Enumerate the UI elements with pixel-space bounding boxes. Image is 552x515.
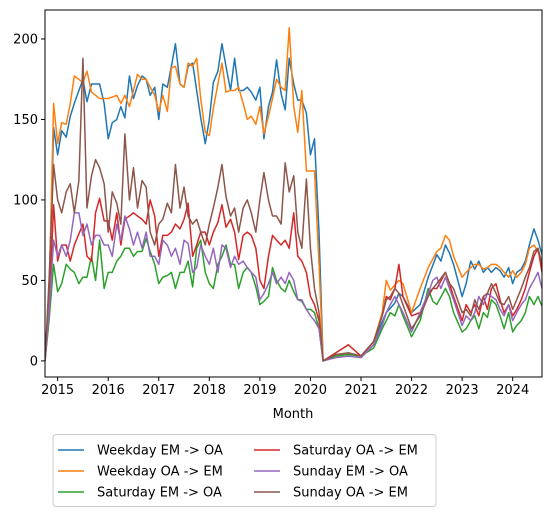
legend-label-5: Sunday EM -> OA xyxy=(293,465,408,480)
legend-label-3: Saturday EM -> OA xyxy=(97,486,222,501)
y-tick-label: 50 xyxy=(21,274,38,289)
y-tick-label: 150 xyxy=(13,113,38,128)
x-tick-label: 2016 xyxy=(92,383,125,398)
series-line-3 xyxy=(45,237,542,362)
x-tick-label: 2015 xyxy=(41,383,74,398)
y-tick-label: 100 xyxy=(13,193,38,208)
x-tick-label: 2022 xyxy=(395,383,428,398)
x-axis-title: Month xyxy=(273,407,314,422)
x-tick-label: 2023 xyxy=(446,383,479,398)
plot-frame xyxy=(44,9,543,378)
series-line-1 xyxy=(45,43,542,362)
legend-label-2: Weekday OA -> EM xyxy=(97,465,223,480)
y-tick-label: 0 xyxy=(30,354,38,369)
x-tick-label: 2024 xyxy=(496,383,529,398)
series-line-4 xyxy=(45,197,542,362)
x-tick-label: 2018 xyxy=(193,383,226,398)
y-tick-label: 200 xyxy=(13,32,38,47)
y-axis: 0 50 100 150 200 xyxy=(13,32,45,369)
x-tick-label: 2019 xyxy=(243,383,276,398)
legend: Weekday EM -> OA Weekday OA -> EM Saturday… xyxy=(52,434,437,507)
x-tick-label: 2021 xyxy=(344,383,377,398)
series-line-2 xyxy=(45,26,542,362)
series-layer xyxy=(45,26,542,362)
x-axis: 2015 2016 2017 2018 2019 2020 2021 2022 2023 2024 xyxy=(41,377,529,398)
series-line-5 xyxy=(45,212,542,362)
legend-label-6: Sunday OA -> EM xyxy=(293,486,408,501)
legend-frame xyxy=(52,434,437,507)
legend-label-1: Weekday EM -> OA xyxy=(97,444,223,459)
x-tick-label: 2020 xyxy=(294,383,327,398)
series-line-6 xyxy=(45,57,542,362)
legend-label-4: Saturday OA -> EM xyxy=(293,444,418,459)
x-tick-label: 2017 xyxy=(142,383,175,398)
